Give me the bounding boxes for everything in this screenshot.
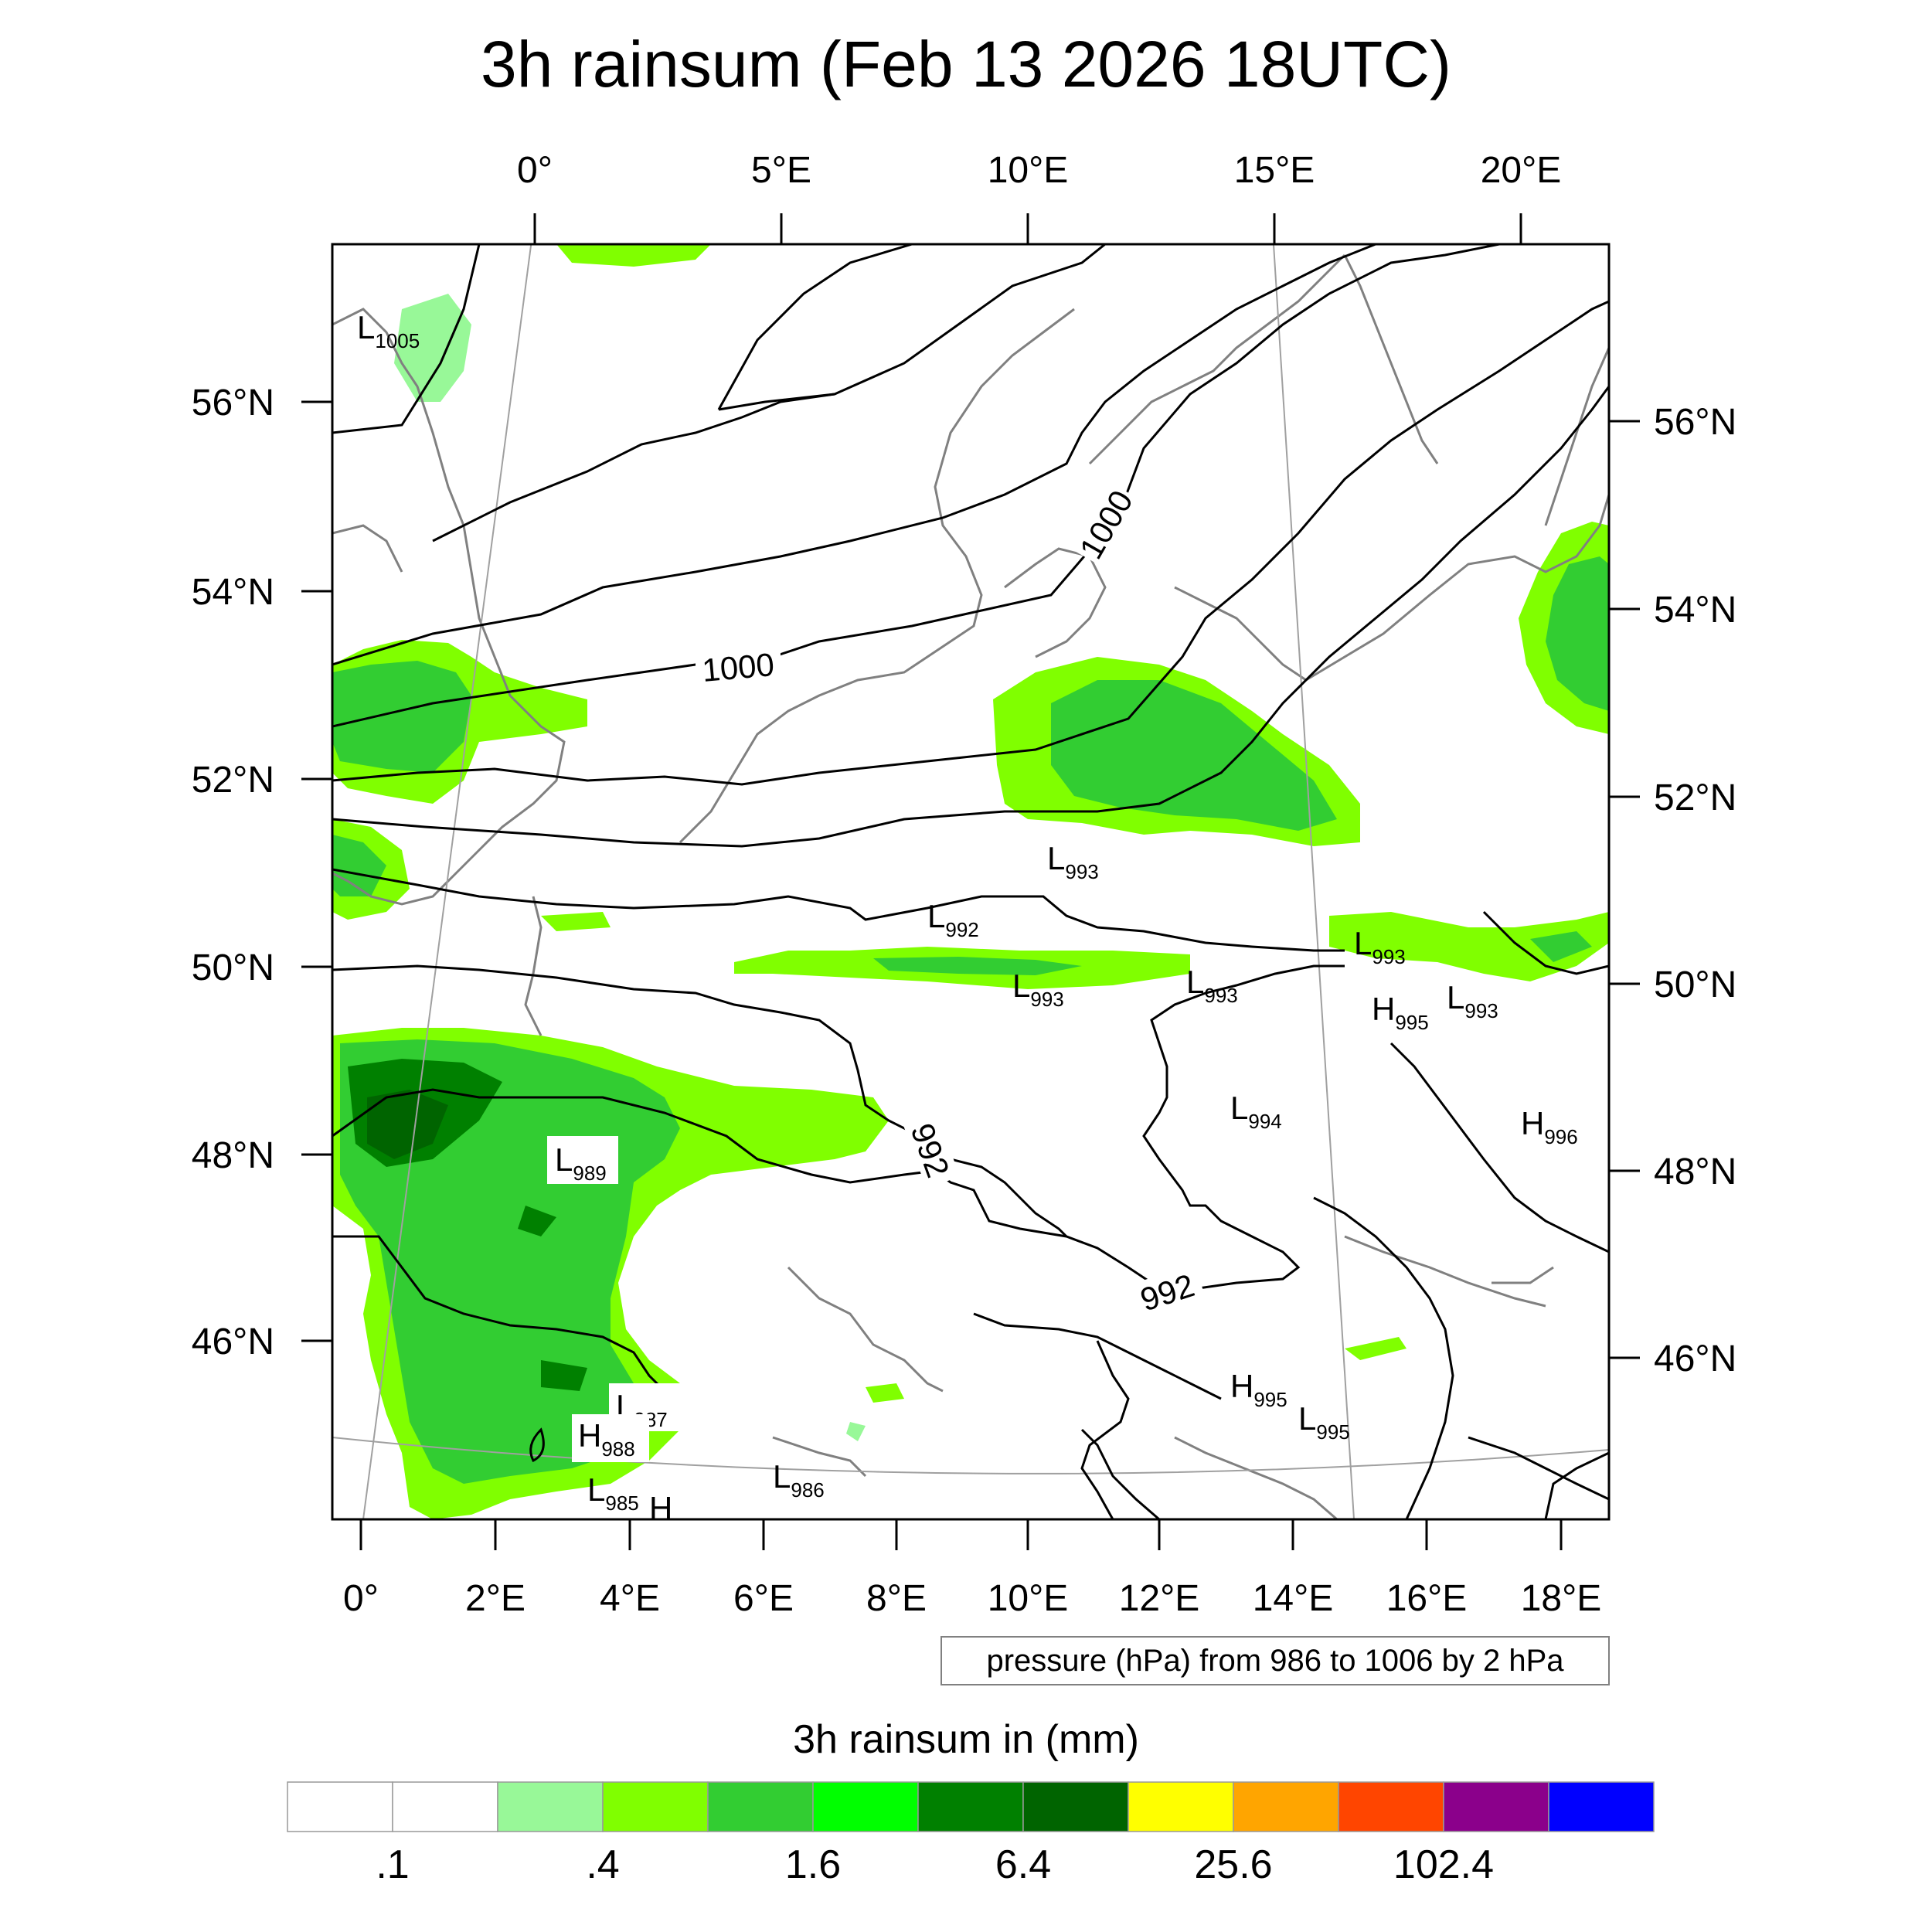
colorbar-box xyxy=(1443,1781,1549,1832)
right-lat-label: 50°N xyxy=(1654,964,1736,1005)
left-lat-label: 54°N xyxy=(192,572,274,613)
pressure-center-label: L994 xyxy=(1230,1090,1282,1133)
axis-ticks xyxy=(301,213,1640,1550)
coastline-layer xyxy=(332,253,1609,1519)
pressure-center-label: H988 xyxy=(578,1417,635,1461)
pressure-center-label: L993 xyxy=(1447,979,1498,1022)
colorbar-box xyxy=(602,1781,709,1832)
top-lon-label: 20°E xyxy=(1481,150,1562,191)
colorbar-box xyxy=(1233,1781,1339,1832)
bottom-lon-label: 4°E xyxy=(600,1578,660,1619)
pressure-center-label: L985 xyxy=(587,1471,639,1515)
bottom-lon-label: 18°E xyxy=(1521,1578,1602,1619)
pressure-center-label: H995 xyxy=(1372,991,1429,1034)
left-lat-label: 56°N xyxy=(192,383,274,423)
bottom-lon-labels: 0° 2°E 4°E 6°E 8°E 10°E 12°E 14°E 16°E 1… xyxy=(343,1578,1601,1619)
left-lat-labels: 56°N 54°N 52°N 50°N 48°N 46°N xyxy=(192,383,274,1362)
contour-labels: 1000 1000 992 992 xyxy=(696,481,1206,1319)
pressure-center-label: H995 xyxy=(1230,1368,1287,1411)
bottom-lon-label: 8°E xyxy=(866,1578,927,1619)
colorbar-box xyxy=(1338,1781,1444,1832)
pressure-centers: L1005 L993 L992 L993 L993 L993 H995 L993… xyxy=(357,309,1578,1526)
contour-info-text: pressure (hPa) from 986 to 1006 by 2 hPa xyxy=(986,1644,1564,1678)
contour-label: 1000 xyxy=(701,646,776,689)
pressure-center-label: L1005 xyxy=(357,309,420,352)
right-lat-label: 56°N xyxy=(1654,402,1736,443)
pressure-center-label: H xyxy=(649,1490,672,1526)
colorbar-box xyxy=(917,1781,1024,1832)
top-lon-label: 15°E xyxy=(1234,150,1315,191)
pressure-center-label: L993 xyxy=(1186,964,1238,1007)
pressure-center-label: L995 xyxy=(1298,1400,1350,1444)
right-lat-label: 52°N xyxy=(1654,777,1736,818)
top-lon-label: 10°E xyxy=(988,150,1069,191)
map-title: 3h rainsum (Feb 13 2026 18UTC) xyxy=(481,28,1451,100)
graticule-layer xyxy=(332,244,1609,1519)
left-lat-label: 46°N xyxy=(192,1321,274,1362)
left-lat-label: 52°N xyxy=(192,760,274,801)
map-frame xyxy=(331,243,1611,1521)
right-lat-label: 54°N xyxy=(1654,590,1736,631)
map-area xyxy=(332,244,1609,1519)
right-lat-label: 46°N xyxy=(1654,1338,1736,1379)
bottom-lon-label: 2°E xyxy=(465,1578,526,1619)
top-lon-label: 5°E xyxy=(751,150,811,191)
right-lat-label: 48°N xyxy=(1654,1151,1736,1192)
colorbar-boxes xyxy=(287,1781,1655,1832)
colorbar-tick-label: 1.6 xyxy=(785,1842,841,1887)
colorbar-box xyxy=(392,1781,498,1832)
pressure-center-label: L993 xyxy=(1012,968,1064,1011)
right-lat-labels: 56°N 54°N 52°N 50°N 48°N 46°N xyxy=(1654,402,1736,1379)
rain-field-layer xyxy=(332,244,1609,1519)
colorbar-box xyxy=(1022,1781,1129,1832)
colorbar: 3h rainsum in (mm) .1 .4 1.6 6.4 25.6 10… xyxy=(287,1717,1655,1887)
colorbar-tick-label: 6.4 xyxy=(995,1842,1051,1887)
bottom-lon-label: 14°E xyxy=(1253,1578,1334,1619)
bottom-lon-label: 10°E xyxy=(988,1578,1069,1619)
bottom-lon-label: 16°E xyxy=(1386,1578,1468,1619)
colorbar-tick-label: .1 xyxy=(376,1842,409,1887)
colorbar-box xyxy=(497,1781,604,1832)
pressure-center-label: L993 xyxy=(1047,840,1099,883)
pressure-center-label: L986 xyxy=(773,1458,825,1502)
bottom-lon-label: 0° xyxy=(343,1578,379,1619)
colorbar-box xyxy=(707,1781,814,1832)
pressure-center-label: H996 xyxy=(1521,1105,1578,1148)
colorbar-tick-label: 25.6 xyxy=(1194,1842,1272,1887)
left-lat-label: 50°N xyxy=(192,947,274,988)
colorbar-tick-labels: .1 .4 1.6 6.4 25.6 102.4 xyxy=(376,1842,1494,1887)
pressure-center-label: L993 xyxy=(1354,925,1406,968)
colorbar-box xyxy=(287,1781,393,1832)
colorbar-title: 3h rainsum in (mm) xyxy=(793,1717,1139,1762)
top-lon-labels: 0° 5°E 10°E 15°E 20°E xyxy=(517,150,1561,191)
bottom-lon-label: 6°E xyxy=(733,1578,794,1619)
colorbar-tick-label: 102.4 xyxy=(1393,1842,1494,1887)
isobar-layer xyxy=(332,244,1609,1519)
contour-info-box: pressure (hPa) from 986 to 1006 by 2 hPa xyxy=(940,1636,1610,1685)
pressure-center-label: L989 xyxy=(555,1141,607,1185)
colorbar-box xyxy=(1128,1781,1234,1832)
colorbar-box xyxy=(1548,1781,1655,1832)
pressure-center-label: L992 xyxy=(927,898,979,941)
bottom-lon-label: 12°E xyxy=(1119,1578,1200,1619)
top-lon-label: 0° xyxy=(517,150,553,191)
colorbar-tick-label: .4 xyxy=(586,1842,619,1887)
left-lat-label: 48°N xyxy=(192,1135,274,1176)
colorbar-box xyxy=(812,1781,919,1832)
